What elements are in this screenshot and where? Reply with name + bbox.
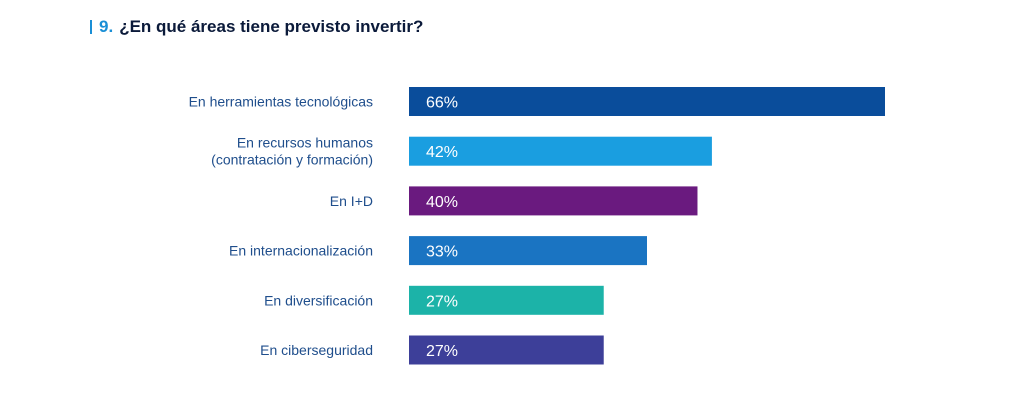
value-label-en-recursos-humanos: 42% <box>426 144 458 161</box>
page-title: ¿En qué áreas tiene previsto invertir? <box>119 17 424 36</box>
chart-title-row: 9. ¿En qué áreas tiene previsto invertir… <box>90 16 423 38</box>
bar-en-ciberseguridad <box>409 335 604 365</box>
bar-en-diversificacion <box>409 285 604 315</box>
bar-en-recursos-humanos <box>409 136 712 166</box>
category-label-en-internacionalizacion: En internacionalización <box>229 243 373 259</box>
value-label-en-i-d: 40% <box>426 194 458 211</box>
category-label-en-recursos-humanos-line-2: (contratación y formación) <box>211 152 373 168</box>
value-label-en-diversificacion: 27% <box>426 293 458 310</box>
category-label-en-ciberseguridad: En ciberseguridad <box>260 342 373 358</box>
question-number: 9. <box>99 17 114 36</box>
category-label-en-recursos-humanos-line-1: En recursos humanos <box>237 135 373 151</box>
category-label-en-diversificacion: En diversificación <box>264 292 373 308</box>
value-label-en-ciberseguridad: 27% <box>426 343 458 360</box>
bar-en-i-d <box>409 186 698 216</box>
bar-en-internacionalizacion <box>409 236 647 266</box>
category-label-en-i-d: En I+D <box>330 193 373 209</box>
value-label-en-herramientas-tecnologicas: 66% <box>426 95 458 112</box>
value-label-en-internacionalizacion: 33% <box>426 244 458 261</box>
category-label-en-herramientas-tecnologicas: En herramientas tecnológicas <box>189 94 373 110</box>
title-accent-bar <box>90 20 92 34</box>
bar-en-herramientas-tecnologicas <box>409 87 885 116</box>
